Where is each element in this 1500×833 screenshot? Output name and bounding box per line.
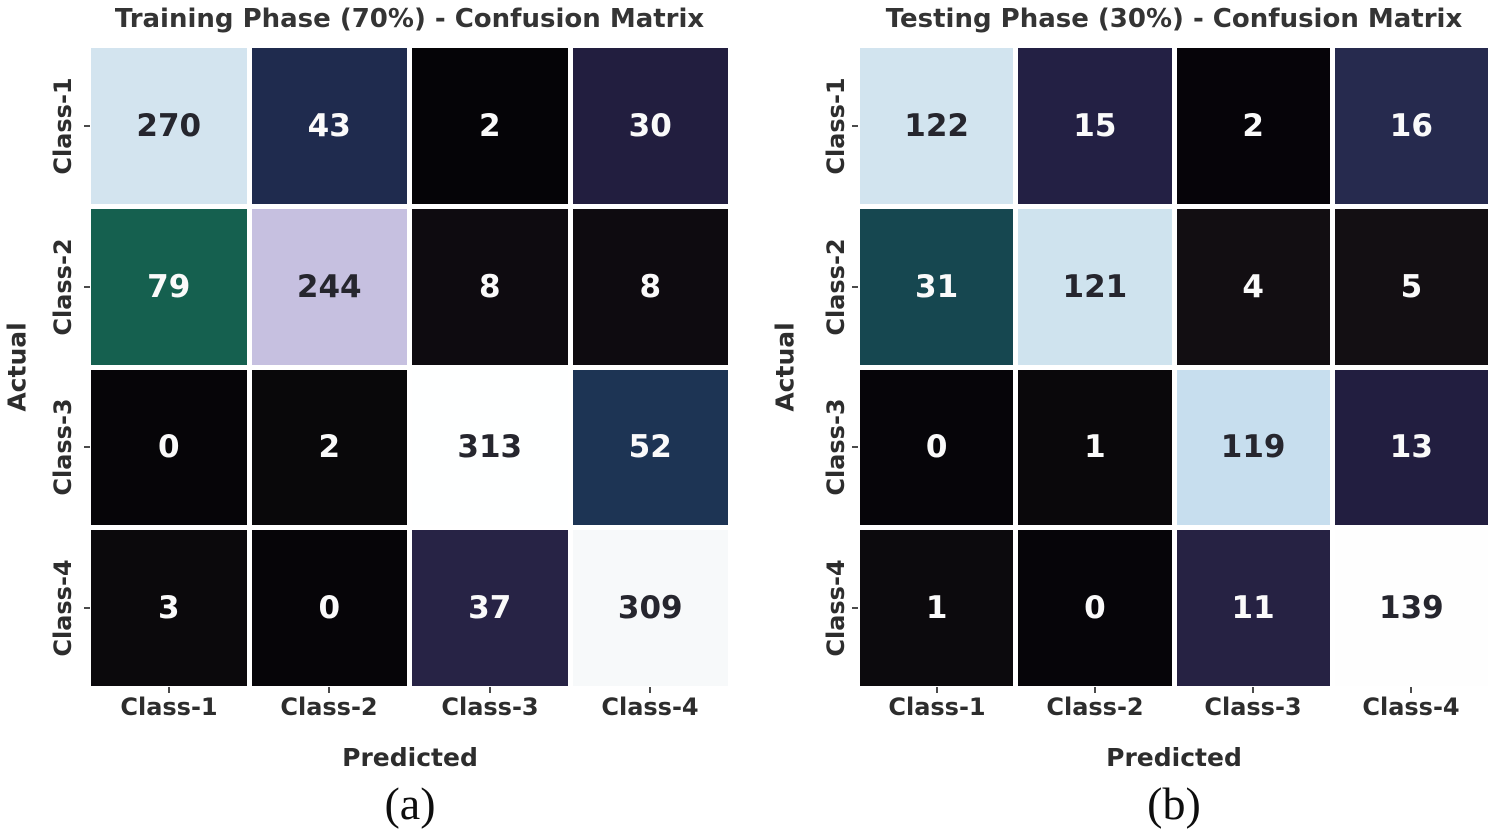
cell-actual-Class-1-pred-Class-4: 30 [572, 48, 728, 204]
axis-tick-mark [168, 687, 170, 693]
panel-title: Testing Phase (30%) - Confusion Matrix [885, 4, 1463, 34]
cell-actual-Class-1-pred-Class-1: 270 [91, 48, 247, 204]
cell-actual-Class-2-pred-Class-4: 5 [1334, 208, 1488, 365]
axis-tick-mark [1094, 687, 1096, 693]
cell-actual-Class-1-pred-Class-3: 2 [1176, 48, 1330, 204]
y-tick-label: Class-3 [49, 398, 77, 496]
axis-tick-mark [1410, 687, 1412, 693]
axis-tick-mark [936, 687, 938, 693]
panel-title: Training Phase (70%) - Confusion Matrix [114, 4, 705, 34]
cell-actual-Class-1-pred-Class-2: 15 [1018, 48, 1172, 204]
cell-actual-Class-4-pred-Class-2: 0 [251, 530, 407, 686]
axis-tick-mark [328, 687, 330, 693]
x-axis-label: Predicted [1106, 743, 1242, 772]
x-tick-label: Class-3 [441, 693, 539, 721]
cell-actual-Class-2-pred-Class-1: 31 [860, 208, 1014, 365]
y-tick-label: Class-4 [49, 559, 77, 657]
subfigure-caption: (a) [384, 778, 436, 829]
confusion-matrix-grid: 122 15 2 16 31 121 4 5 0 1 119 13 1 0 11 139 [860, 48, 1488, 686]
cell-actual-Class-3-pred-Class-4: 13 [1334, 369, 1488, 526]
x-tick-label: Class-2 [280, 693, 378, 721]
x-tick-label: Class-4 [601, 693, 699, 721]
axis-tick-mark [852, 446, 858, 448]
cell-actual-Class-1-pred-Class-4: 16 [1334, 48, 1488, 204]
cell-actual-Class-4-pred-Class-2: 0 [1018, 530, 1172, 686]
cell-actual-Class-3-pred-Class-1: 0 [91, 369, 247, 526]
x-tick-label: Class-4 [1362, 693, 1460, 721]
y-axis-label: Actual [770, 322, 800, 412]
cell-actual-Class-3-pred-Class-2: 2 [251, 369, 407, 526]
cell-actual-Class-4-pred-Class-3: 11 [1176, 530, 1330, 686]
y-tick-label: Class-1 [822, 77, 850, 175]
cell-actual-Class-2-pred-Class-3: 8 [412, 208, 568, 365]
axis-tick-mark [84, 125, 90, 127]
cell-actual-Class-4-pred-Class-4: 309 [572, 530, 728, 686]
axis-tick-mark [489, 687, 491, 693]
axis-tick-mark [84, 446, 90, 448]
cell-actual-Class-1-pred-Class-1: 122 [860, 48, 1014, 204]
cell-actual-Class-4-pred-Class-3: 37 [412, 530, 568, 686]
cell-actual-Class-3-pred-Class-2: 1 [1018, 369, 1172, 526]
cell-actual-Class-3-pred-Class-3: 313 [412, 369, 568, 526]
axis-tick-mark [852, 286, 858, 288]
cell-actual-Class-3-pred-Class-1: 0 [860, 369, 1014, 526]
cell-actual-Class-4-pred-Class-1: 3 [91, 530, 247, 686]
y-tick-label: Class-1 [49, 77, 77, 175]
x-tick-label: Class-3 [1204, 693, 1302, 721]
cell-actual-Class-3-pred-Class-3: 119 [1176, 369, 1330, 526]
axis-tick-mark [649, 687, 651, 693]
subfigure-caption: (b) [1147, 778, 1201, 829]
axis-tick-mark [852, 607, 858, 609]
cell-actual-Class-3-pred-Class-4: 52 [572, 369, 728, 526]
y-axis-label: Actual [2, 322, 32, 412]
y-tick-label: Class-4 [822, 559, 850, 657]
axis-tick-mark [852, 125, 858, 127]
y-tick-label: Class-3 [822, 398, 850, 496]
cell-actual-Class-2-pred-Class-2: 121 [1018, 208, 1172, 365]
cell-actual-Class-2-pred-Class-4: 8 [572, 208, 728, 365]
cell-actual-Class-1-pred-Class-3: 2 [412, 48, 568, 204]
cell-actual-Class-4-pred-Class-1: 1 [860, 530, 1014, 686]
cell-actual-Class-2-pred-Class-1: 79 [91, 208, 247, 365]
x-axis-label: Predicted [342, 743, 478, 772]
cell-actual-Class-1-pred-Class-2: 43 [251, 48, 407, 204]
axis-tick-mark [84, 286, 90, 288]
cell-actual-Class-2-pred-Class-3: 4 [1176, 208, 1330, 365]
x-tick-label: Class-1 [120, 693, 218, 721]
y-tick-label: Class-2 [822, 238, 850, 336]
cell-actual-Class-2-pred-Class-2: 244 [251, 208, 407, 365]
axis-tick-mark [1252, 687, 1254, 693]
confusion-matrix-grid: 270 43 2 30 79 244 8 8 0 2 313 52 3 0 37 309 [91, 48, 728, 686]
x-tick-label: Class-2 [1046, 693, 1144, 721]
axis-tick-mark [84, 607, 90, 609]
y-tick-label: Class-2 [49, 238, 77, 336]
x-tick-label: Class-1 [888, 693, 986, 721]
cell-actual-Class-4-pred-Class-4: 139 [1334, 530, 1488, 686]
